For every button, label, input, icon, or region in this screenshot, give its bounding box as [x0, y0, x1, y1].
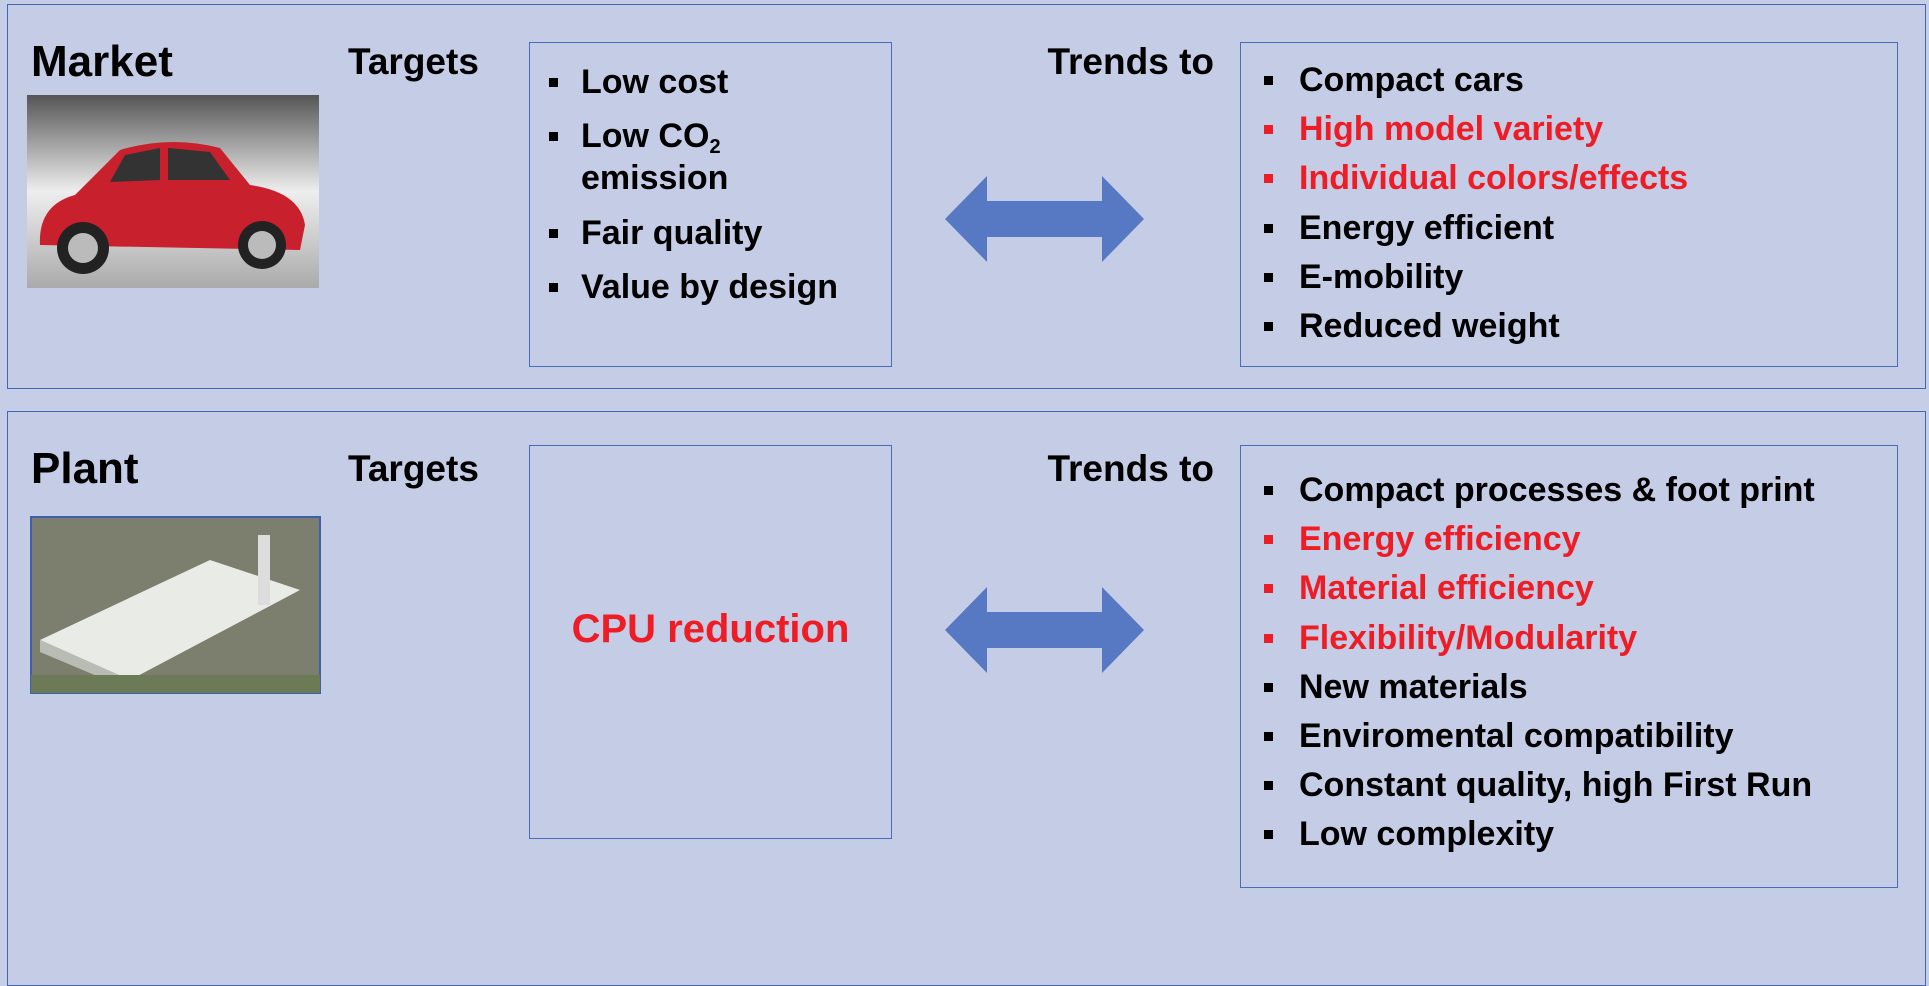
list-item: Compact processes & foot print [1299, 469, 1815, 511]
bullet [549, 132, 558, 141]
item-text: Low cost [581, 63, 728, 101]
item-text: Constant quality, high First Run [1299, 766, 1812, 804]
item-text: Energy efficient [1299, 209, 1554, 247]
item-text: Enviromental compatibility [1299, 717, 1734, 755]
bullet [1264, 125, 1273, 134]
section-title: Plant [31, 444, 139, 494]
list-item: E-mobility [1299, 256, 1463, 298]
list-item: Reduced weight [1299, 305, 1560, 347]
list-item: Value by design [581, 266, 838, 308]
bullet [1264, 732, 1273, 741]
list-item: Energy efficient [1299, 207, 1554, 249]
trends-label: Trends to [1047, 447, 1214, 491]
list-item: New materials [1299, 666, 1528, 708]
bullet [1264, 584, 1273, 593]
list-item: Flexibility/Modularity [1299, 617, 1637, 659]
list-item: High model variety [1299, 108, 1603, 150]
list-item: Material efficiency [1299, 567, 1594, 609]
item-text: Fair quality [581, 214, 762, 252]
slide: (() => { const data = JSON.parse(documen… [0, 0, 1929, 982]
targets-label: Targets [348, 40, 479, 84]
targets-label: Targets [348, 447, 479, 491]
bullet [1264, 486, 1273, 495]
bullet [549, 283, 558, 292]
bullet [1264, 830, 1273, 839]
trends-label: Trends to [1047, 40, 1214, 84]
item-text: Compact processes & foot print [1299, 471, 1815, 509]
list-item: Constant quality, high First Run [1299, 764, 1812, 806]
item-text: E-mobility [1299, 258, 1463, 296]
bullet [1264, 781, 1273, 790]
plant-photo [31, 517, 320, 693]
item-text: Low CO [581, 117, 709, 155]
item-text: emission [581, 159, 728, 197]
list-item: Fair quality [581, 212, 762, 254]
bullet [549, 78, 558, 87]
section-title: Market [31, 37, 173, 87]
item-text: Value by design [581, 268, 838, 306]
item-text: Individual colors/effects [1299, 159, 1688, 197]
item-text: Low complexity [1299, 815, 1554, 853]
subscript: 2 [709, 136, 720, 158]
bullet [1264, 224, 1273, 233]
list-item: Energy efficiency [1299, 518, 1581, 560]
bullet [1264, 634, 1273, 643]
list-item: Low cost [581, 61, 728, 103]
bullet [1264, 273, 1273, 282]
item-text: Material efficiency [1299, 569, 1594, 607]
car-photo [27, 95, 319, 288]
bullet [1264, 322, 1273, 331]
bullet [1264, 535, 1273, 544]
item-text: Flexibility/Modularity [1299, 619, 1637, 657]
list-item: Compact cars [1299, 59, 1524, 101]
list-item: Individual colors/effects [1299, 157, 1688, 199]
list-item: Enviromental compatibility [1299, 715, 1734, 757]
bullet [1264, 174, 1273, 183]
bullet [1264, 76, 1273, 85]
item-text: Energy efficiency [1299, 520, 1581, 558]
item-text: New materials [1299, 668, 1528, 706]
bullet [1264, 683, 1273, 692]
item-text: Compact cars [1299, 61, 1524, 99]
double-arrow [945, 176, 1144, 673]
item-text: Reduced weight [1299, 307, 1560, 345]
target-text: CPU reduction [529, 605, 892, 653]
list-item: Low complexity [1299, 813, 1554, 855]
bullet [549, 229, 558, 238]
item-text: High model variety [1299, 110, 1603, 148]
